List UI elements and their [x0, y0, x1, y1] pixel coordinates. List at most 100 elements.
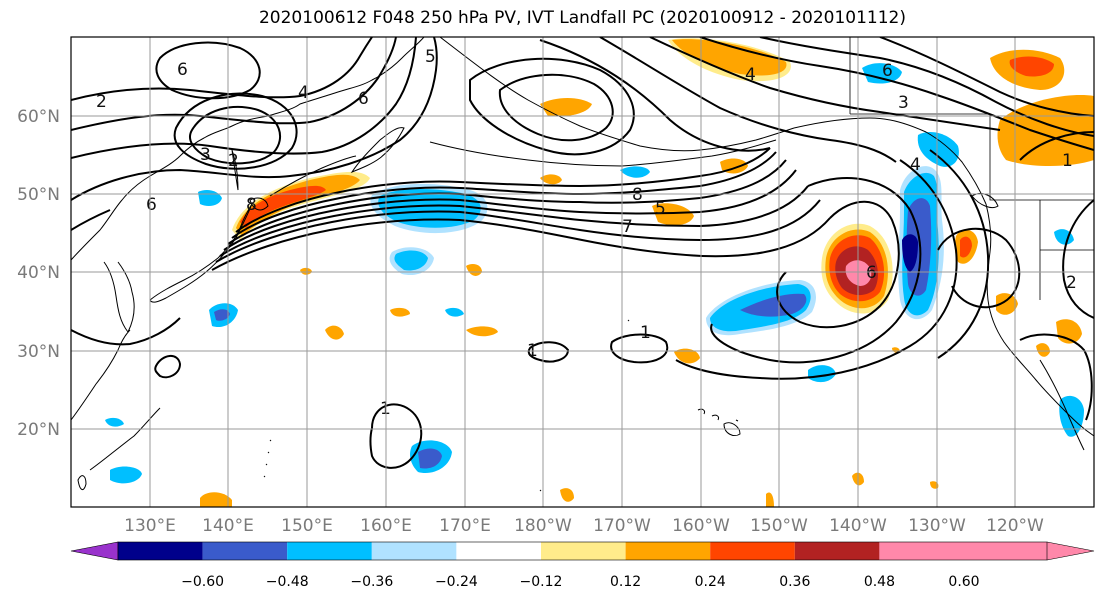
- lon-label: 130°E: [124, 516, 176, 536]
- colorbar-min-arrow: [70, 541, 119, 561]
- colorbar-tick-label: 0.12: [610, 574, 641, 590]
- colorbar-tick-label: −0.24: [435, 574, 478, 590]
- anomaly-patch: [378, 189, 481, 228]
- anomaly-patch: [540, 98, 592, 117]
- colorbar-swatch: [202, 542, 288, 560]
- contour-label: 5: [425, 47, 436, 67]
- pv-contour: [223, 169, 797, 251]
- anomaly-patch: [902, 234, 918, 272]
- latitude-labels: 60°N 50°N 40°N 30°N 20°N: [17, 107, 60, 440]
- anomaly-patch: [466, 264, 482, 276]
- contour-label: 5: [655, 199, 666, 219]
- pv-contour: [599, 37, 897, 163]
- anomaly-patch: [560, 488, 574, 502]
- anomaly-patch: [766, 492, 774, 507]
- anomaly-patch: [1009, 56, 1054, 77]
- pv-contour: [610, 333, 669, 364]
- hawaii-islands: [697, 408, 741, 437]
- colorbar-tick-label: −0.60: [181, 574, 224, 590]
- map-frame: [70, 36, 1095, 508]
- gridlines: [71, 37, 1094, 507]
- anomaly-patch: [445, 307, 464, 317]
- contour-label: 7: [622, 217, 633, 237]
- colorbar-swatch: [118, 542, 203, 560]
- taiwan-coastline: [77, 475, 87, 490]
- anomaly-patch: [300, 267, 312, 275]
- colorbar-swatch: [541, 542, 626, 560]
- pv-contour: [498, 73, 614, 142]
- contour-label: 3: [200, 145, 211, 165]
- colorbar: [70, 541, 1095, 561]
- ryukyu-islands: [89, 407, 161, 471]
- anomaly-patch: [652, 203, 694, 226]
- contour-label: 4: [745, 65, 756, 85]
- colorbar-tick-label: 0.48: [864, 574, 895, 590]
- lon-label: 140°E: [202, 516, 254, 536]
- alaska-panhandle: [793, 117, 987, 205]
- pv-contour: [231, 151, 777, 239]
- pv-contour: [759, 37, 1094, 137]
- pv-contour: [189, 105, 282, 165]
- alaska-coastline: [439, 37, 795, 152]
- contour-label: 6: [882, 61, 893, 81]
- lon-label: 150°E: [281, 516, 333, 536]
- pv-contour: [154, 355, 182, 379]
- pv-contour: [227, 159, 787, 245]
- pv-contour: [369, 403, 423, 469]
- colorbar-ticks: −0.60 −0.48 −0.36 −0.24 −0.12 0.12 0.24 …: [181, 574, 979, 590]
- lon-label: 150°W: [750, 516, 808, 536]
- colorbar-swatch: [625, 542, 711, 560]
- anomaly-patch: [917, 132, 959, 167]
- pv-contour: [71, 37, 373, 101]
- lon-label: 130°W: [908, 516, 966, 536]
- pv-contour: [1019, 333, 1093, 421]
- pv-contour: [469, 57, 635, 156]
- lat-label: 40°N: [17, 263, 60, 283]
- political-borders: [849, 37, 1094, 300]
- pv-contour: [211, 217, 831, 271]
- longitude-labels: 130°E 140°E 150°E 160°E 170°E 180°W 170°…: [124, 516, 1044, 536]
- anomaly-patch: [1059, 395, 1084, 437]
- contour-label: 1: [640, 323, 651, 343]
- lat-label: 50°N: [17, 185, 60, 205]
- lon-label: 170°W: [593, 516, 651, 536]
- colorbar-tick-label: 0.60: [948, 574, 979, 590]
- contour-label: 4: [910, 155, 921, 175]
- anomaly-patch: [906, 198, 932, 296]
- anomaly-patch: [390, 307, 410, 317]
- anomaly-patch: [236, 174, 360, 236]
- colorbar-tick-label: −0.12: [520, 574, 563, 590]
- pv-contour: [215, 199, 821, 263]
- pv-contour: [1062, 199, 1094, 319]
- pv-contour: [71, 209, 111, 231]
- asia-coastline: [71, 37, 425, 261]
- anomaly-patch: [996, 293, 1018, 315]
- contour-label: 1: [380, 399, 391, 419]
- anomaly-patch: [110, 466, 142, 484]
- contour-label: 6: [146, 195, 157, 215]
- pv-contour: [879, 37, 1094, 117]
- contour-label: 1: [1062, 151, 1073, 171]
- contour-label: 8: [632, 185, 643, 205]
- colorbar-tick-label: 0.24: [695, 574, 726, 590]
- pv-contour: [1019, 131, 1094, 161]
- pv-contour: [675, 159, 958, 380]
- pv-contour: [776, 200, 900, 329]
- na-west-coast: [985, 203, 1094, 437]
- contour-label: 2: [228, 151, 239, 171]
- pv-contour: [155, 41, 261, 100]
- lon-label: 160°E: [360, 516, 412, 536]
- lat-label: 20°N: [17, 420, 60, 440]
- colorbar-tick-label: −0.48: [266, 574, 309, 590]
- kuril-islands: [269, 155, 357, 197]
- anomaly-patch: [418, 448, 442, 469]
- lon-label: 140°W: [829, 516, 887, 536]
- contour-label: 4: [298, 83, 309, 103]
- contour-label: 3: [898, 93, 909, 113]
- anomaly-patch: [394, 250, 428, 271]
- pv-contour: [539, 39, 771, 152]
- baja-coastline: [1039, 359, 1085, 451]
- anomaly-patch: [105, 417, 124, 427]
- map-title: 2020100612 F048 250 hPa PV, IVT Landfall…: [258, 8, 906, 28]
- pv-contour: [937, 227, 1021, 309]
